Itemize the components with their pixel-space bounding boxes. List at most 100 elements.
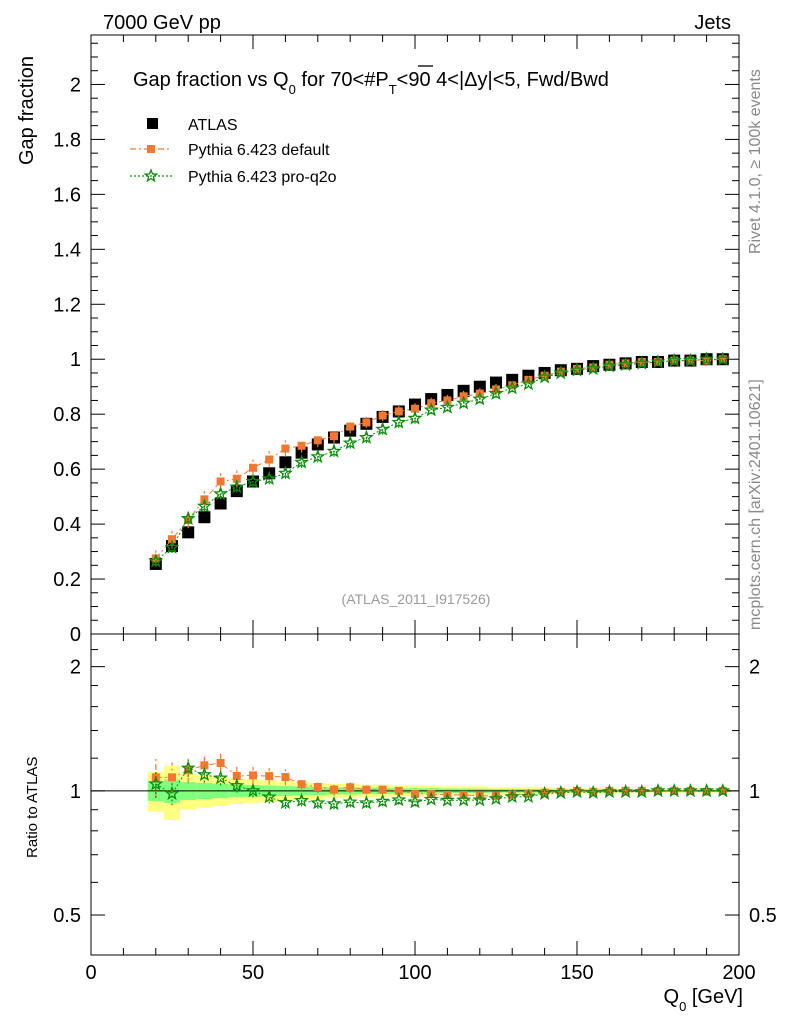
legend-default-marker [147, 145, 155, 153]
y-tick-label: 1.6 [53, 184, 81, 206]
chart-title-subT: T [389, 82, 397, 97]
x-axis-label: Q0 [GeV] [664, 986, 744, 1014]
point-proq2o [407, 410, 423, 425]
x-tick-label: 200 [722, 962, 755, 984]
ratio-point-proq2o [618, 783, 634, 799]
point-proq2o [213, 486, 229, 501]
ratio-point-default [492, 791, 500, 800]
x-axis-label-q: Q [664, 986, 680, 1008]
point-proq2o [148, 553, 164, 568]
mcplots-label: mcplots.cern.ch [arXiv:2401.10621] [747, 379, 764, 630]
ratio-point-proq2o [553, 784, 569, 800]
ratio-point-default [346, 783, 355, 792]
y-tick-label: 0 [70, 624, 81, 646]
ratio-point-proq2o [277, 794, 293, 810]
y-tick-label: 0.6 [53, 459, 81, 481]
ratio-y-tick-label: 1 [70, 781, 81, 803]
ratio-point-default [475, 791, 484, 800]
y-tick-label: 1.2 [53, 294, 81, 316]
point-proq2o [375, 421, 391, 436]
point-proq2o [682, 352, 698, 367]
ratio-point-proq2o [650, 782, 666, 798]
ratio-y-tick-label-right: 1 [749, 781, 760, 803]
point-proq2o [439, 399, 455, 414]
ratio-point-proq2o [456, 792, 472, 807]
x-axis-label-sub: 0 [679, 999, 686, 1014]
chart-title: Gap fraction vs Q0 for 70<#PT<90 4<|Δy|<… [133, 69, 609, 97]
point-proq2o [569, 362, 585, 377]
point-proq2o [650, 354, 666, 369]
y-tick-label: 0.8 [53, 404, 81, 426]
chart-title-before: Gap fraction vs Q [133, 69, 289, 91]
x-tick-label: 50 [242, 962, 264, 984]
point-default [362, 418, 371, 427]
ratio-point-proq2o [213, 770, 229, 785]
point-default [378, 411, 387, 420]
ratio-series-line [155, 762, 723, 797]
ratio-y-tick-label: 0.5 [53, 905, 81, 927]
chart-title-mid: for 70<# [296, 69, 376, 91]
point-default [281, 444, 290, 453]
ratio-point-proq2o [488, 790, 504, 806]
legend: ATLAS Pythia 6.423 default Pythia 6.423 … [130, 117, 337, 186]
point-proq2o [164, 539, 180, 554]
chart-title-p: P [375, 69, 388, 91]
main-axis-ticks: 0 50 100 150 200 0 0.2 0.4 0.6 0.8 1 1.2 1.4 1.6 1.8 2 [53, 35, 756, 984]
point-proq2o [423, 402, 439, 417]
y-tick-label: 1.4 [53, 239, 81, 261]
ratio-point-proq2o [164, 785, 180, 801]
point-proq2o [261, 470, 277, 486]
ratio-point-proq2o [634, 783, 650, 799]
header-right: Jets [694, 12, 731, 34]
point-atlas [198, 511, 211, 524]
ratio-series-line [155, 767, 723, 805]
series-line [155, 358, 723, 562]
point-proq2o [504, 380, 520, 395]
point-proq2o [715, 351, 731, 366]
point-proq2o [391, 414, 407, 429]
point-proq2o [277, 465, 293, 480]
ratio-y-tick-label: 2 [70, 657, 81, 679]
ratio-y-tick-label-right: 2 [749, 657, 760, 679]
ratio-point-default [265, 772, 274, 781]
y-tick-label: 2 [70, 74, 81, 96]
ratio-point-default [378, 785, 387, 794]
point-proq2o [310, 448, 326, 464]
ratio-point-proq2o [472, 792, 488, 807]
legend-proq2o-label: Pythia 6.423 pro-q2o [188, 169, 337, 186]
ratio-point-proq2o [407, 794, 423, 809]
x-axis-label-unit: [GeV] [686, 986, 743, 1008]
ratio-point-default [216, 758, 225, 767]
ratio-y-tick-label-right: 0.5 [749, 905, 777, 927]
ratio-point-proq2o [682, 782, 698, 798]
point-proq2o [537, 369, 553, 384]
point-default [168, 535, 176, 544]
x-tick-label: 0 [85, 962, 96, 984]
point-proq2o [601, 358, 617, 373]
ratio-point-proq2o [569, 783, 585, 799]
x-tick-label: 150 [560, 962, 593, 984]
point-atlas [279, 456, 292, 469]
chart-title-sub0: 0 [289, 82, 296, 97]
point-proq2o [294, 454, 310, 469]
point-proq2o [666, 352, 682, 367]
point-atlas [214, 497, 227, 510]
ratio-point-proq2o [439, 792, 455, 807]
point-proq2o [326, 443, 342, 458]
ratio-point-proq2o [148, 776, 164, 791]
chart-title-after: <90 4<|Δy|<5, Fwd/Bwd [397, 69, 609, 91]
ratio-point-proq2o [585, 784, 601, 800]
ratio-point-proq2o [666, 782, 682, 798]
point-default [297, 441, 306, 450]
point-proq2o [180, 510, 196, 525]
x-tick-label: 100 [398, 962, 431, 984]
point-proq2o [585, 360, 601, 376]
ratio-point-proq2o [699, 782, 715, 798]
ratio-series [148, 753, 731, 811]
point-default [313, 436, 322, 445]
point-proq2o [699, 351, 715, 366]
ratio-point-proq2o [504, 788, 520, 804]
ratio-point-proq2o [520, 788, 536, 804]
legend-proq2o-marker [143, 168, 159, 183]
